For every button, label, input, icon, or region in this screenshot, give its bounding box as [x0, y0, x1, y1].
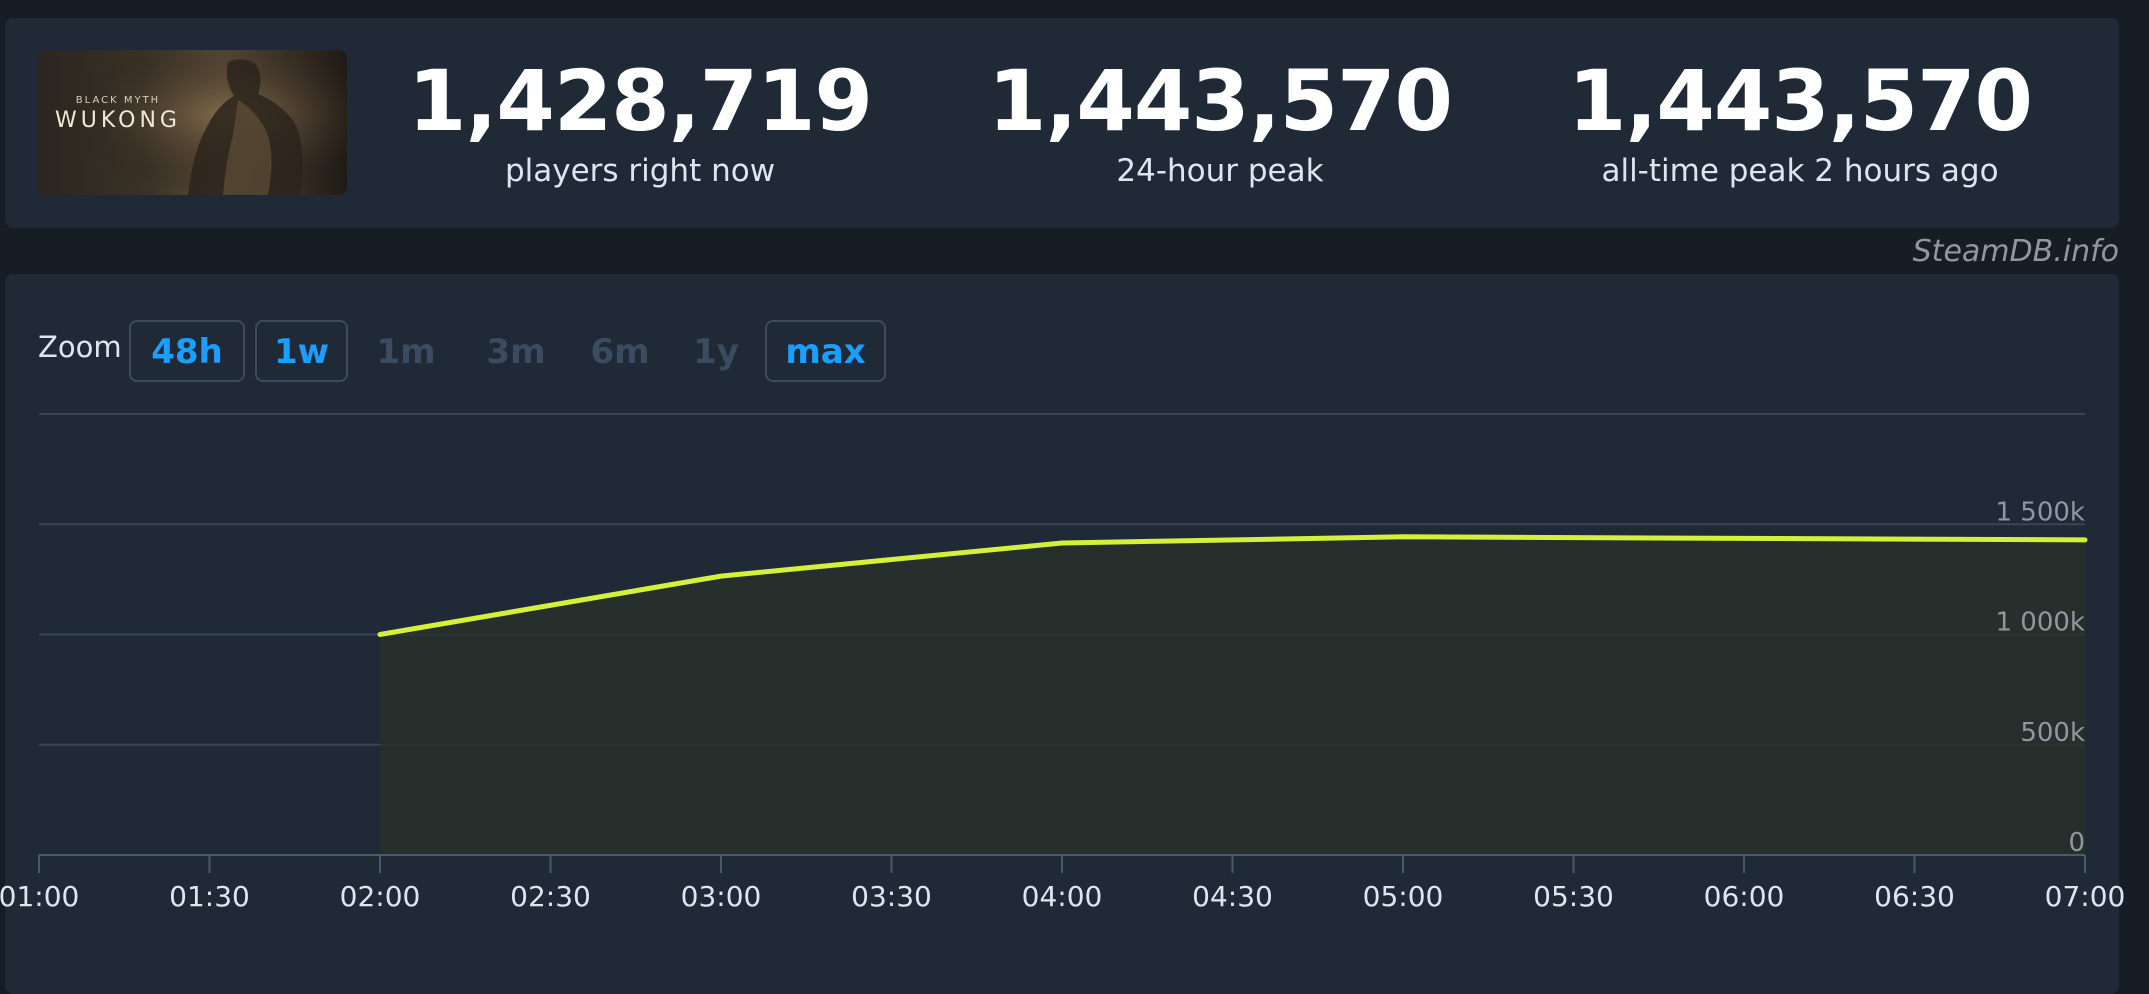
x-tick-label: 01:00 — [0, 880, 79, 913]
zoom-48h-button[interactable]: 48h — [129, 320, 245, 382]
stat-players-now: 1,428,719 players right now — [360, 53, 920, 191]
line-layer — [377, 534, 2088, 637]
game-cover-image[interactable]: BLACK MYTH WUKONG — [38, 50, 347, 195]
game-cover-art — [38, 50, 347, 195]
series-area — [380, 536, 2085, 855]
x-tick-label: 01:30 — [169, 880, 250, 913]
x-tick-label: 02:00 — [340, 880, 421, 913]
x-tick-label: 04:00 — [1022, 880, 1103, 913]
player-count-chart: 0 500k 1 000k 1 500k 01:00 01:30 02:00 02:30 03… — [0, 413, 2126, 913]
peak-24h-label: 24-hour peak — [1116, 153, 1324, 189]
zoom-1m-button: 1m — [376, 332, 436, 372]
game-logo-title: WUKONG — [55, 108, 181, 133]
x-tick-label: 02:30 — [510, 880, 591, 913]
zoom-6m-button: 6m — [590, 332, 650, 372]
x-axis: 01:00 01:30 02:00 02:30 03:00 03:30 04:00 04:30… — [0, 854, 2126, 913]
zoom-label: Zoom — [38, 330, 122, 364]
x-tick-label: 03:30 — [851, 880, 932, 913]
x-tick-label: 04:30 — [1192, 880, 1273, 913]
stat-all-time-peak: 1,443,570 all-time peak 2 hours ago — [1520, 53, 2080, 191]
x-tick-label: 05:30 — [1533, 880, 1614, 913]
zoom-1y-button: 1y — [693, 332, 739, 372]
stats-header: BLACK MYTH WUKONG 1,428,719 players righ… — [5, 18, 2119, 228]
players-now-label: players right now — [504, 153, 776, 189]
x-tick-label: 03:00 — [681, 880, 762, 913]
game-logo-small: BLACK MYTH — [75, 95, 161, 106]
peak-24h-value: 1,443,570 — [988, 52, 1453, 150]
x-tick-label: 06:00 — [1704, 880, 1785, 913]
zoom-3m-button: 3m — [486, 332, 546, 372]
area-layer — [380, 536, 2085, 855]
x-tick-label: 07:00 — [2045, 880, 2126, 913]
zoom-1w-button[interactable]: 1w — [255, 320, 348, 382]
x-tick-label: 05:00 — [1363, 880, 1444, 913]
y-tick-label: 0 — [2068, 828, 2085, 858]
zoom-max-button[interactable]: max — [765, 320, 886, 382]
y-tick-label: 500k — [2020, 718, 2085, 748]
stat-24h-peak: 1,443,570 24-hour peak — [940, 53, 1500, 191]
all-time-peak-label: all-time peak 2 hours ago — [1601, 153, 1999, 189]
y-axis-ticks: 0 500k 1 000k 1 500k — [1996, 497, 2086, 858]
steamdb-watermark[interactable]: SteamDB.info — [1912, 234, 2119, 269]
players-now-value: 1,428,719 — [408, 52, 873, 150]
y-tick-label: 1 000k — [1996, 608, 2086, 638]
x-tick-label: 06:30 — [1874, 880, 1955, 913]
series-line — [377, 534, 2088, 637]
y-tick-label: 1 500k — [1996, 497, 2086, 527]
all-time-peak-value: 1,443,570 — [1568, 52, 2033, 150]
